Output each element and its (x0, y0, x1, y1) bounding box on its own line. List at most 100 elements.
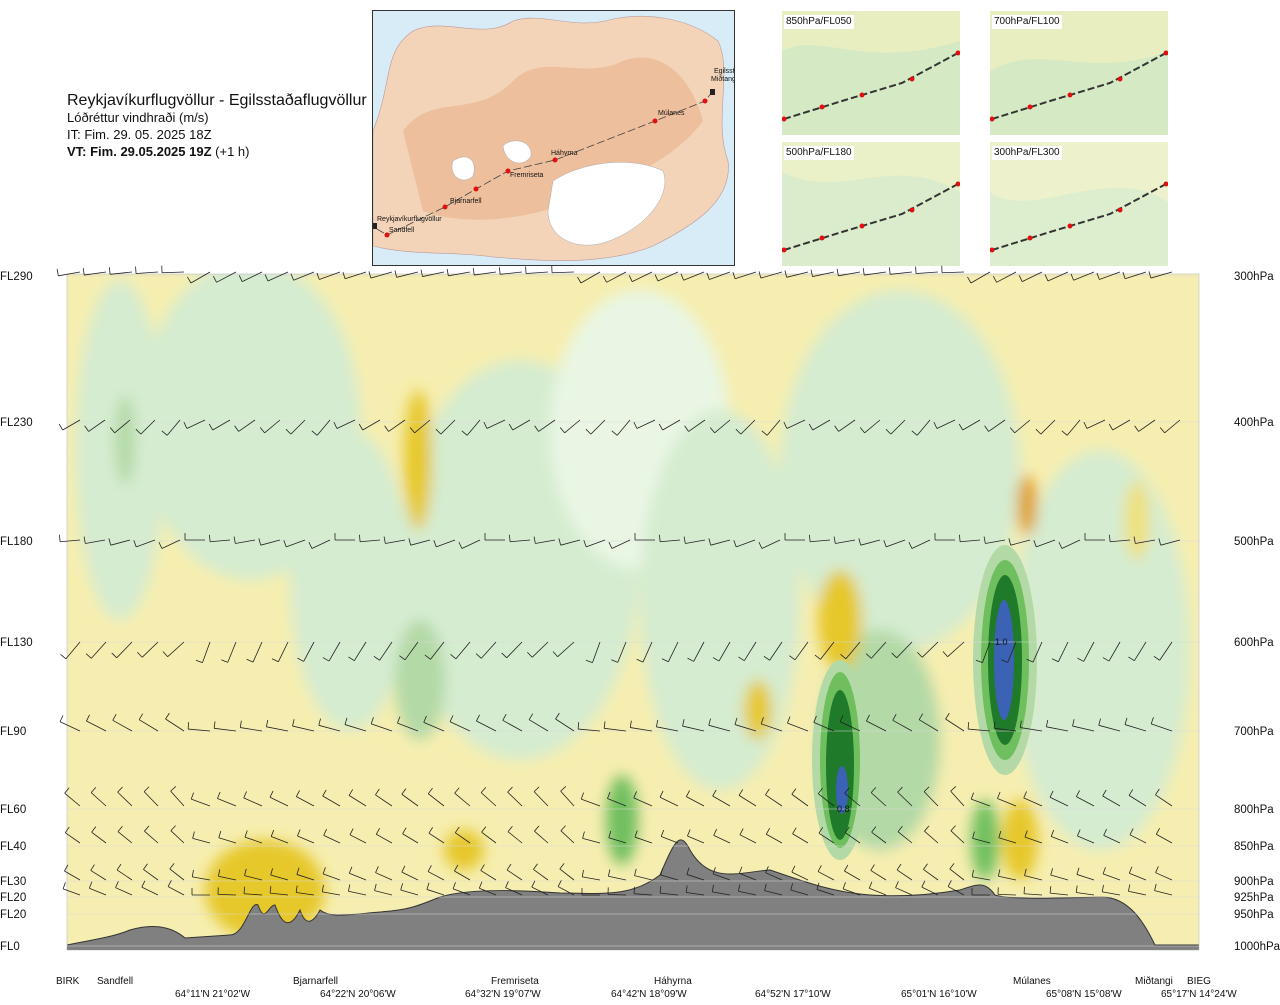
wind-barb (580, 792, 601, 807)
wind-barb (90, 864, 107, 881)
wind-barb (476, 714, 497, 732)
wind-barb (686, 867, 705, 881)
wind-barb (895, 881, 913, 896)
plot-frame (66, 273, 1200, 951)
wind-barb (349, 828, 367, 844)
wind-barb (658, 419, 681, 431)
x-station-mulanes: Múlanes (1013, 976, 1051, 987)
wind-barb (555, 712, 575, 732)
wind-barb (808, 419, 831, 431)
wind-barb (187, 271, 211, 284)
wind-barb (833, 536, 856, 544)
x-coord: 64°11'N 21°02'W (175, 989, 251, 1000)
wind-barb (209, 534, 231, 543)
wind-barb (533, 536, 556, 544)
wind-barb (1159, 419, 1181, 434)
thumbnail-850[interactable]: 850hPa/FL050 (782, 11, 960, 135)
wind-barb (659, 886, 679, 896)
pos-region (606, 775, 638, 865)
flight-level-label: FL60 (0, 804, 26, 816)
wind-barb (1024, 830, 1043, 844)
wind-barb (997, 791, 1017, 807)
wind-barb (344, 717, 367, 732)
x-coord: 64°22'N 20°06'W (320, 989, 396, 1000)
wind-barb (942, 641, 965, 658)
wind-barb (1075, 790, 1095, 807)
wind-barb (384, 419, 406, 432)
wind-barb (1134, 419, 1156, 432)
wind-barb (608, 539, 631, 549)
neg-region (1125, 480, 1149, 560)
wind-barb (454, 826, 471, 844)
wind-barb (732, 271, 757, 280)
wind-barb (1023, 791, 1043, 807)
thumbnail-700[interactable]: 700hPa/FL100 (990, 11, 1168, 135)
x-station-fremriseta: Fremriseta (491, 976, 539, 987)
wind-barb (738, 884, 757, 896)
wind-barb (859, 419, 881, 434)
x-coord: 65°08'N 15°08'W (1046, 989, 1122, 1000)
wind-barb (633, 419, 656, 429)
wind-barb (941, 265, 965, 274)
pressure-label: 950hPa (1234, 909, 1274, 921)
wind-barb (885, 419, 906, 435)
wind-barb (472, 268, 497, 276)
wind-barb (933, 419, 956, 429)
wind-barb (244, 830, 263, 844)
thumbnail-300[interactable]: 300hPa/FL300 (990, 142, 1168, 266)
wind-barb (401, 788, 419, 807)
wind-barb (83, 536, 106, 544)
wind-barb (634, 533, 655, 541)
wind-barb (141, 880, 159, 896)
wind-barb (452, 882, 471, 896)
wind-barb (161, 419, 181, 436)
wind-barb (608, 869, 627, 881)
wind-barb (784, 270, 809, 278)
wind-barb (947, 880, 965, 896)
wind-barb (917, 641, 939, 658)
wind-barb (1129, 828, 1147, 844)
wind-barb (862, 268, 887, 276)
x-axis-labels: BIRK Sandfell Bjarnarfell Fremriseta Háh… (56, 975, 1237, 1000)
wind-barb (945, 712, 965, 732)
map-label-reykjavik: Reykjavíkurflugvöllur (377, 216, 442, 223)
wind-barb (950, 786, 965, 807)
neg-region (444, 830, 484, 870)
map-label-bjarnarfell: Bjarnarfell (450, 198, 482, 205)
wind-barb (758, 271, 783, 279)
terrain (67, 839, 1199, 950)
wind-barb (577, 271, 601, 284)
wind-barb (135, 419, 156, 435)
pos-region (640, 410, 800, 790)
valid-time: VT: Fim. 29.05.2025 19Z (67, 144, 212, 159)
wind-barb (370, 717, 393, 732)
wind-barb (682, 719, 705, 732)
wind-barb (1033, 539, 1056, 548)
wind-barb (400, 883, 419, 896)
wind-barb (734, 717, 757, 732)
wind-barb (348, 789, 367, 807)
wind-barb (402, 827, 419, 844)
wind-barb (924, 825, 939, 844)
wind-barb (264, 271, 289, 282)
wind-barb (560, 825, 575, 844)
wind-barb (1098, 718, 1121, 732)
wind-barb (1050, 868, 1069, 881)
annotation-core-lower: 0.8 (837, 804, 850, 814)
wind-barb (1128, 884, 1147, 896)
thumbnail-500[interactable]: 500hPa/FL180 (782, 142, 960, 266)
neg-region (205, 840, 325, 940)
flight-level-label: FL90 (0, 726, 26, 738)
wind-barb (628, 271, 653, 283)
wind-barb (534, 825, 549, 844)
wind-barb (1061, 419, 1081, 436)
x-station-midtangi: Miðtangi (1135, 975, 1173, 987)
wind-barb (1155, 788, 1173, 807)
wind-barb (64, 787, 81, 807)
wind-barb (368, 271, 393, 279)
wind-barb (170, 825, 185, 844)
wind-barb (633, 791, 653, 807)
wind-barb (270, 829, 289, 844)
wind-barb (735, 419, 756, 435)
